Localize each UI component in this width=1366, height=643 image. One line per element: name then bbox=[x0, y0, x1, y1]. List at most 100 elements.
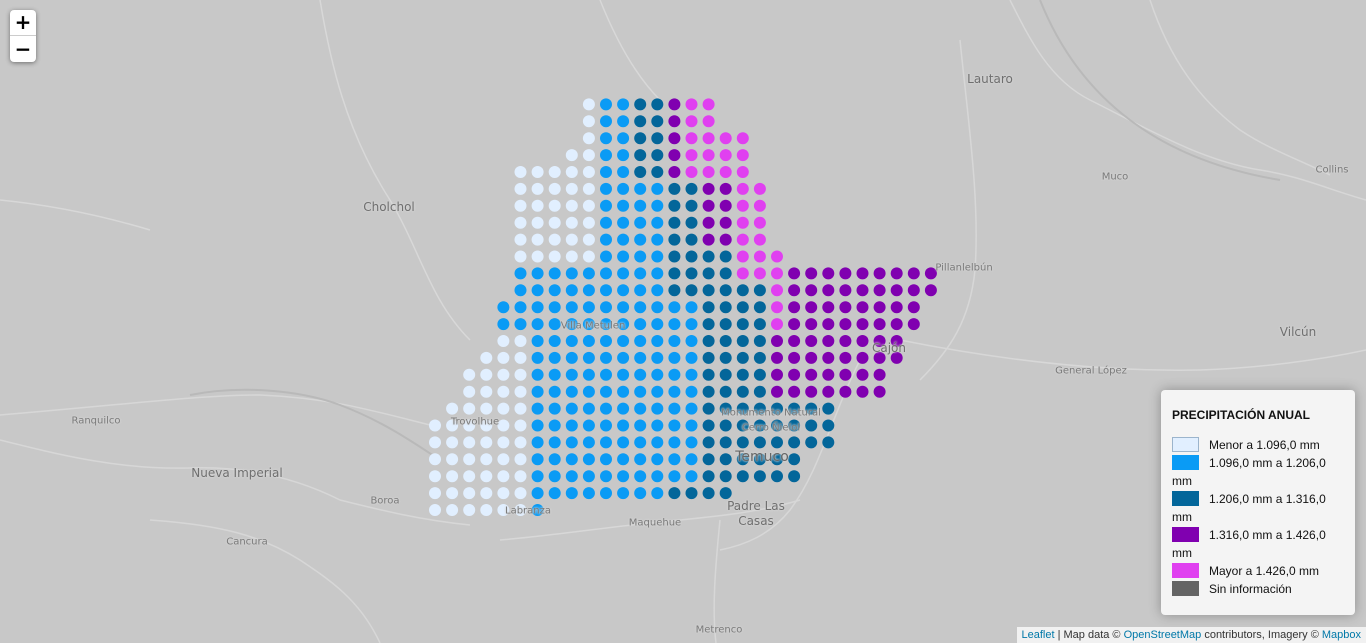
precipitation-point[interactable] bbox=[805, 419, 818, 432]
precipitation-point[interactable] bbox=[514, 250, 527, 263]
precipitation-point[interactable] bbox=[600, 233, 612, 246]
precipitation-point[interactable] bbox=[617, 385, 630, 398]
precipitation-point[interactable] bbox=[651, 318, 664, 331]
precipitation-point[interactable] bbox=[565, 199, 578, 212]
precipitation-point[interactable] bbox=[514, 351, 527, 364]
precipitation-point[interactable] bbox=[856, 267, 869, 280]
precipitation-point[interactable] bbox=[702, 98, 715, 111]
precipitation-point[interactable] bbox=[634, 436, 647, 449]
precipitation-point[interactable] bbox=[531, 284, 544, 297]
precipitation-point[interactable] bbox=[514, 335, 527, 347]
precipitation-point[interactable] bbox=[873, 351, 886, 364]
precipitation-point[interactable] bbox=[582, 182, 595, 195]
precipitation-point[interactable] bbox=[753, 199, 766, 212]
precipitation-point[interactable] bbox=[548, 368, 561, 381]
precipitation-point[interactable] bbox=[600, 149, 612, 162]
precipitation-point[interactable] bbox=[582, 301, 595, 314]
precipitation-point[interactable] bbox=[873, 335, 886, 347]
precipitation-point[interactable] bbox=[582, 351, 595, 364]
precipitation-point[interactable] bbox=[736, 182, 749, 195]
precipitation-point[interactable] bbox=[600, 284, 612, 297]
precipitation-point[interactable] bbox=[856, 284, 869, 297]
precipitation-point[interactable] bbox=[429, 419, 441, 432]
precipitation-point[interactable] bbox=[582, 385, 595, 398]
precipitation-point[interactable] bbox=[617, 318, 630, 331]
precipitation-point[interactable] bbox=[719, 453, 732, 466]
precipitation-point[interactable] bbox=[719, 216, 732, 229]
precipitation-point[interactable] bbox=[617, 250, 630, 263]
precipitation-point[interactable] bbox=[600, 419, 612, 432]
precipitation-point[interactable] bbox=[805, 284, 818, 297]
precipitation-point[interactable] bbox=[788, 470, 801, 483]
precipitation-point[interactable] bbox=[856, 368, 869, 381]
precipitation-point[interactable] bbox=[480, 385, 493, 398]
precipitation-point[interactable] bbox=[822, 419, 835, 432]
precipitation-point[interactable] bbox=[514, 487, 527, 500]
precipitation-point[interactable] bbox=[736, 385, 749, 398]
precipitation-point[interactable] bbox=[480, 453, 493, 466]
precipitation-point[interactable] bbox=[668, 182, 681, 195]
precipitation-point[interactable] bbox=[514, 318, 527, 331]
precipitation-point[interactable] bbox=[856, 335, 869, 347]
precipitation-point[interactable] bbox=[497, 419, 510, 432]
precipitation-point[interactable] bbox=[582, 284, 595, 297]
precipitation-point[interactable] bbox=[617, 419, 630, 432]
precipitation-point[interactable] bbox=[565, 351, 578, 364]
precipitation-point[interactable] bbox=[651, 149, 664, 162]
precipitation-point[interactable] bbox=[907, 284, 920, 297]
precipitation-point[interactable] bbox=[685, 182, 698, 195]
precipitation-point[interactable] bbox=[822, 402, 835, 415]
precipitation-point[interactable] bbox=[531, 453, 544, 466]
precipitation-point[interactable] bbox=[514, 216, 527, 229]
precipitation-point[interactable] bbox=[685, 166, 698, 178]
precipitation-point[interactable] bbox=[600, 301, 612, 314]
precipitation-point[interactable] bbox=[668, 402, 681, 415]
precipitation-point[interactable] bbox=[668, 436, 681, 449]
precipitation-point[interactable] bbox=[788, 267, 801, 280]
precipitation-point[interactable] bbox=[531, 504, 544, 516]
precipitation-point[interactable] bbox=[651, 98, 664, 111]
precipitation-point[interactable] bbox=[719, 267, 732, 280]
precipitation-point[interactable] bbox=[771, 436, 783, 449]
precipitation-point[interactable] bbox=[822, 301, 835, 314]
precipitation-point[interactable] bbox=[634, 166, 647, 178]
precipitation-point[interactable] bbox=[651, 436, 664, 449]
precipitation-point[interactable] bbox=[565, 335, 578, 347]
precipitation-point[interactable] bbox=[907, 318, 920, 331]
precipitation-point[interactable] bbox=[668, 267, 681, 280]
precipitation-point[interactable] bbox=[736, 250, 749, 263]
precipitation-point[interactable] bbox=[582, 199, 595, 212]
precipitation-point[interactable] bbox=[771, 301, 783, 314]
precipitation-point[interactable] bbox=[600, 199, 612, 212]
precipitation-point[interactable] bbox=[497, 436, 510, 449]
precipitation-point[interactable] bbox=[907, 301, 920, 314]
precipitation-point[interactable] bbox=[805, 267, 818, 280]
precipitation-point[interactable] bbox=[702, 216, 715, 229]
precipitation-point[interactable] bbox=[651, 233, 664, 246]
precipitation-point[interactable] bbox=[771, 402, 783, 415]
precipitation-point[interactable] bbox=[788, 385, 801, 398]
precipitation-point[interactable] bbox=[890, 267, 903, 280]
precipitation-point[interactable] bbox=[514, 470, 527, 483]
precipitation-point[interactable] bbox=[429, 487, 441, 500]
precipitation-point[interactable] bbox=[600, 436, 612, 449]
precipitation-point[interactable] bbox=[617, 368, 630, 381]
precipitation-point[interactable] bbox=[548, 335, 561, 347]
precipitation-point[interactable] bbox=[617, 301, 630, 314]
precipitation-point[interactable] bbox=[668, 115, 681, 128]
precipitation-point[interactable] bbox=[617, 436, 630, 449]
precipitation-point[interactable] bbox=[702, 351, 715, 364]
precipitation-point[interactable] bbox=[805, 402, 818, 415]
precipitation-point[interactable] bbox=[531, 267, 544, 280]
precipitation-point[interactable] bbox=[548, 166, 561, 178]
precipitation-point[interactable] bbox=[702, 267, 715, 280]
precipitation-point[interactable] bbox=[685, 132, 698, 145]
precipitation-point[interactable] bbox=[685, 402, 698, 415]
precipitation-point[interactable] bbox=[582, 402, 595, 415]
precipitation-point[interactable] bbox=[753, 301, 766, 314]
precipitation-point[interactable] bbox=[514, 182, 527, 195]
precipitation-point[interactable] bbox=[839, 318, 852, 331]
precipitation-point[interactable] bbox=[617, 470, 630, 483]
precipitation-point[interactable] bbox=[548, 301, 561, 314]
precipitation-point[interactable] bbox=[788, 318, 801, 331]
